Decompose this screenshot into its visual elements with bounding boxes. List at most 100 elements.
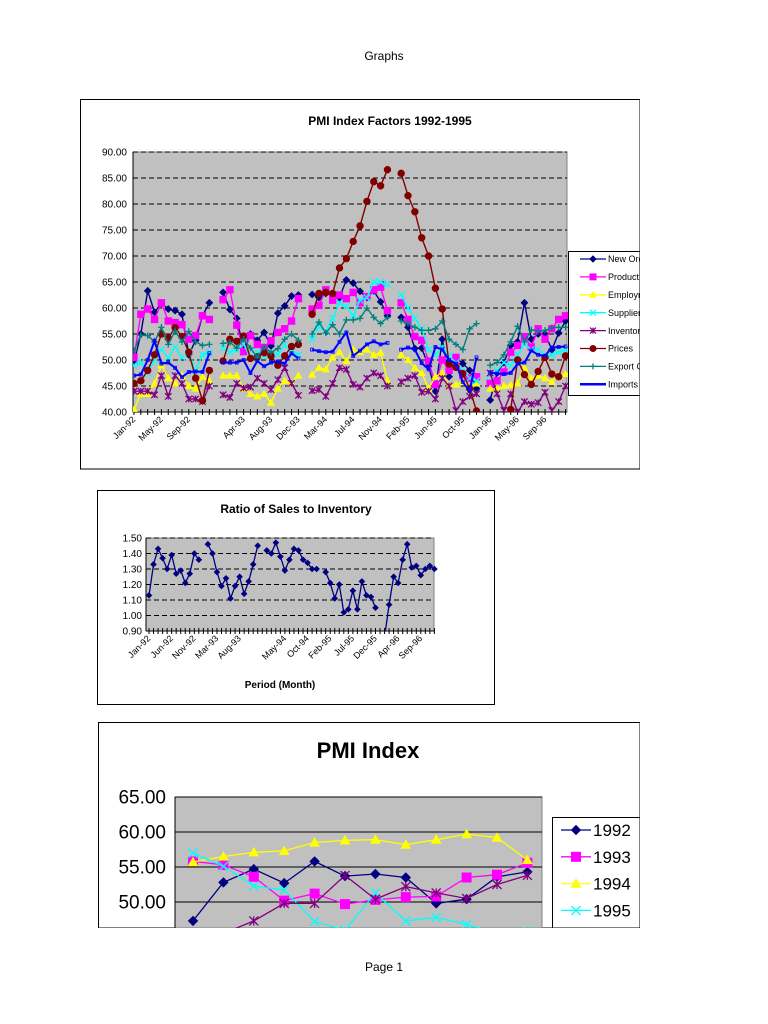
data-point: [308, 370, 317, 378]
data-point: [187, 856, 199, 867]
legend-label: Export Orders: [608, 362, 665, 372]
data-point: [460, 379, 465, 384]
data-point: [168, 551, 175, 559]
data-point: [246, 354, 255, 363]
data-point: [431, 395, 440, 403]
data-point: [445, 366, 453, 375]
legend-item: Production: [580, 272, 651, 282]
data-point: [430, 834, 442, 844]
data-point: [411, 314, 419, 323]
data-point: [309, 888, 320, 899]
data-point: [461, 828, 472, 839]
data-point: [534, 345, 542, 354]
data-point: [418, 234, 426, 242]
data-point: [343, 316, 350, 324]
data-point: [548, 324, 556, 331]
data-point: [424, 252, 433, 260]
data-point: [527, 400, 535, 408]
data-point: [266, 398, 276, 406]
data-point: [281, 325, 289, 333]
data-point: [314, 363, 323, 371]
data-point: [185, 328, 192, 335]
data-point: [219, 929, 228, 938]
data-point: [172, 570, 180, 577]
data-point: [273, 384, 282, 392]
data-point: [495, 371, 499, 376]
data-point: [233, 379, 241, 388]
data-point: [185, 335, 193, 343]
data-point: [137, 310, 145, 318]
data-point: [188, 848, 198, 858]
y-tick-label: 1.00: [123, 611, 143, 622]
data-point: [225, 305, 234, 314]
data-point: [431, 380, 440, 389]
legend-marker: [571, 851, 581, 862]
data-point: [521, 338, 528, 345]
data-point: [317, 349, 321, 354]
data-point: [144, 332, 151, 339]
y-tick-label: 1.10: [123, 596, 143, 607]
data-point: [280, 302, 289, 310]
data-point: [422, 565, 429, 573]
data-point: [329, 321, 336, 328]
data-point: [326, 579, 334, 587]
data-point: [246, 389, 255, 397]
data-point: [282, 361, 287, 366]
data-point: [541, 388, 549, 396]
legend-marker: [589, 273, 597, 281]
series-layer: [146, 539, 438, 631]
data-point: [233, 321, 241, 329]
data-point: [356, 383, 364, 391]
data-point: [219, 371, 228, 379]
data-point: [281, 364, 289, 372]
data-point: [290, 545, 298, 553]
y-tick-label: 75.00: [102, 226, 127, 237]
data-point: [513, 351, 522, 359]
data-point: [150, 351, 159, 359]
y-tick-label: 55.00: [118, 858, 166, 879]
data-point: [452, 353, 460, 362]
data-point: [198, 372, 207, 380]
data-point: [411, 371, 419, 380]
data-point: [383, 382, 392, 390]
data-point: [335, 299, 344, 307]
data-point: [487, 362, 494, 369]
data-point: [294, 391, 303, 400]
data-point: [340, 899, 350, 910]
series-line: [207, 543, 259, 601]
data-point: [219, 391, 227, 399]
data-point: [383, 306, 392, 315]
data-point: [493, 929, 502, 938]
data-point: [439, 317, 446, 325]
data-point: [267, 385, 275, 394]
legend-label: Production: [608, 272, 651, 282]
data-point: [467, 389, 472, 394]
data-point: [376, 182, 385, 190]
data-point: [412, 347, 417, 352]
data-point: [342, 356, 351, 365]
data-point: [547, 377, 556, 385]
data-point: [154, 545, 162, 553]
data-point: [260, 379, 268, 388]
data-point: [294, 371, 303, 379]
data-point: [253, 374, 261, 382]
series-line: [234, 874, 528, 928]
data-point: [177, 567, 185, 574]
data-point: [274, 351, 282, 359]
series-ratio: [146, 539, 438, 631]
data-point: [157, 371, 166, 380]
data-point: [221, 360, 225, 365]
chart-3: PMI Index65.0060.0055.0050.0019921993199…: [98, 722, 640, 938]
data-point: [543, 353, 547, 358]
data-point: [205, 382, 214, 390]
legend-label: Inventories: [608, 326, 653, 336]
data-point: [253, 340, 262, 349]
data-point: [286, 556, 293, 564]
data-point: [501, 372, 506, 376]
data-point: [205, 366, 214, 375]
data-point: [296, 356, 301, 361]
data-point: [248, 871, 259, 882]
data-point: [520, 397, 529, 406]
data-point: [200, 370, 205, 374]
data-point: [527, 335, 536, 344]
